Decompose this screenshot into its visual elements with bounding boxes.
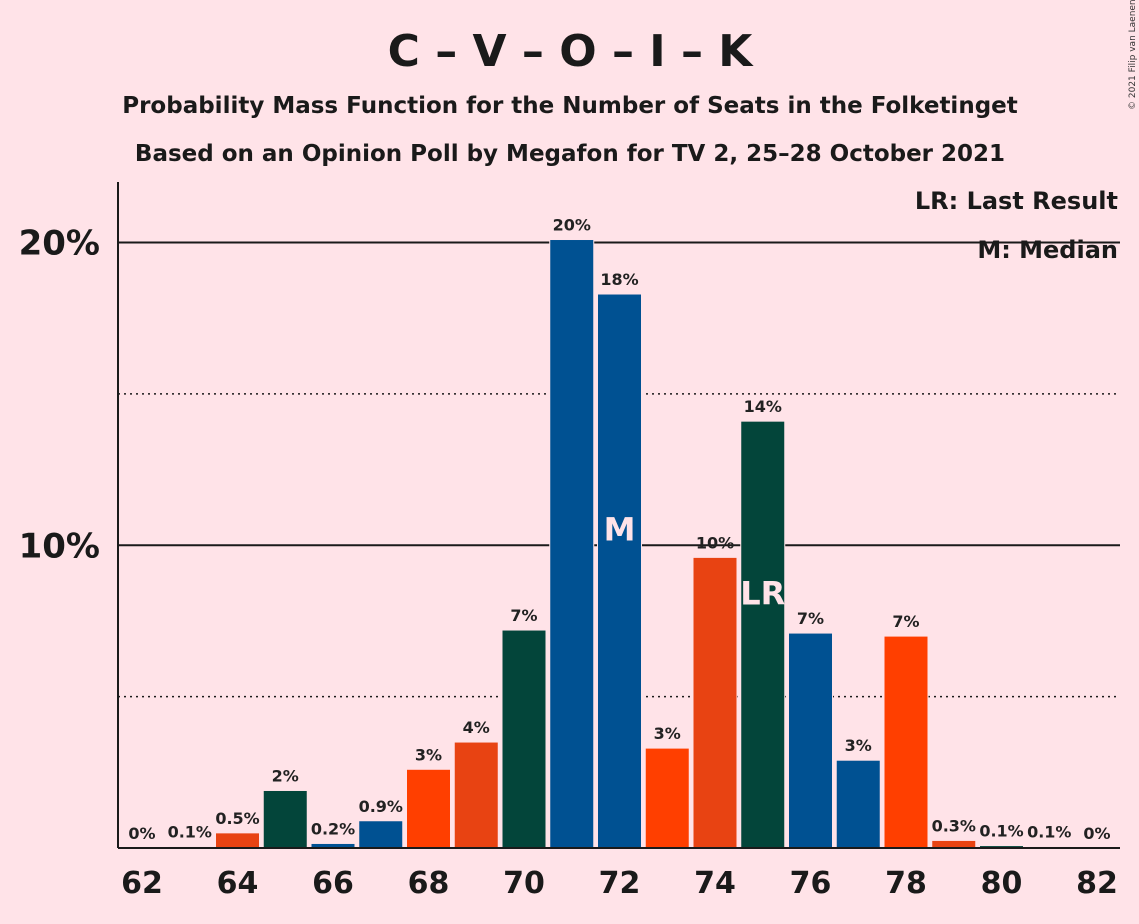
legend-median: M: Median — [977, 236, 1118, 264]
data-label: 10% — [696, 533, 734, 552]
data-label: 20% — [553, 216, 591, 235]
y-tick-label: 20% — [19, 224, 100, 264]
data-label: 3% — [654, 724, 681, 743]
x-tick-label: 62 — [121, 866, 163, 901]
data-label: 7% — [892, 612, 919, 631]
legend-last-result: LR: Last Result — [915, 187, 1118, 215]
data-label: 3% — [415, 745, 442, 764]
copyright-notice: © 2021 Filip van Laenen — [1128, 0, 1138, 110]
bar — [883, 635, 929, 849]
data-label: 0.1% — [979, 822, 1023, 841]
label-layer: 10%20%62 64 66 68 70 72 74 76 78 80 820% 0.1%0.5%2%… — [19, 216, 1118, 901]
data-label: 7% — [510, 606, 537, 625]
x-tick-label: 82 — [1076, 866, 1118, 901]
bar — [549, 239, 595, 849]
y-tick-label: 10% — [19, 526, 100, 566]
bar-layer — [167, 239, 1072, 849]
data-label: 14% — [744, 397, 782, 416]
bar-marker: LR — [740, 574, 785, 612]
data-label: 4% — [463, 718, 490, 737]
bar — [835, 759, 881, 849]
x-tick-label: 74 — [694, 866, 736, 901]
data-label: 0.1% — [1027, 822, 1071, 841]
chart-subtitle-poll: Based on an Opinion Poll by Megafon for … — [135, 141, 1005, 167]
bar — [692, 556, 738, 849]
bar — [931, 839, 977, 849]
axis-layer — [117, 182, 1120, 849]
data-label: 0.3% — [932, 816, 976, 835]
x-tick-label: 64 — [217, 866, 259, 901]
data-label: 0.5% — [215, 809, 259, 828]
bar — [644, 747, 690, 849]
bar-marker: M — [604, 511, 636, 549]
data-label: 0.9% — [359, 797, 403, 816]
bar — [740, 420, 786, 849]
data-label: 0.1% — [168, 822, 212, 841]
x-tick-label: 70 — [503, 866, 545, 901]
x-tick-label: 68 — [408, 866, 450, 901]
x-tick-label: 76 — [790, 866, 832, 901]
bar — [406, 768, 451, 849]
x-tick-label: 78 — [885, 866, 927, 901]
data-label: 0.2% — [311, 819, 355, 838]
bar — [358, 820, 404, 849]
chart-subtitle: Probability Mass Function for the Number… — [122, 93, 1018, 119]
x-tick-label: 66 — [312, 866, 354, 901]
data-label: 0% — [128, 824, 155, 843]
data-label: 3% — [845, 736, 872, 755]
bar — [262, 789, 308, 849]
chart-title: C – V – O – I – K — [388, 26, 755, 77]
bar — [453, 741, 499, 849]
bar — [215, 832, 260, 849]
bar — [788, 632, 833, 849]
bar — [597, 293, 642, 849]
x-tick-label: 72 — [599, 866, 641, 901]
data-label: 2% — [272, 766, 299, 785]
data-label: 18% — [600, 270, 638, 289]
data-label: 7% — [797, 609, 824, 628]
bar — [501, 629, 547, 849]
data-label: 0% — [1083, 824, 1110, 843]
x-tick-label: 80 — [981, 866, 1023, 901]
